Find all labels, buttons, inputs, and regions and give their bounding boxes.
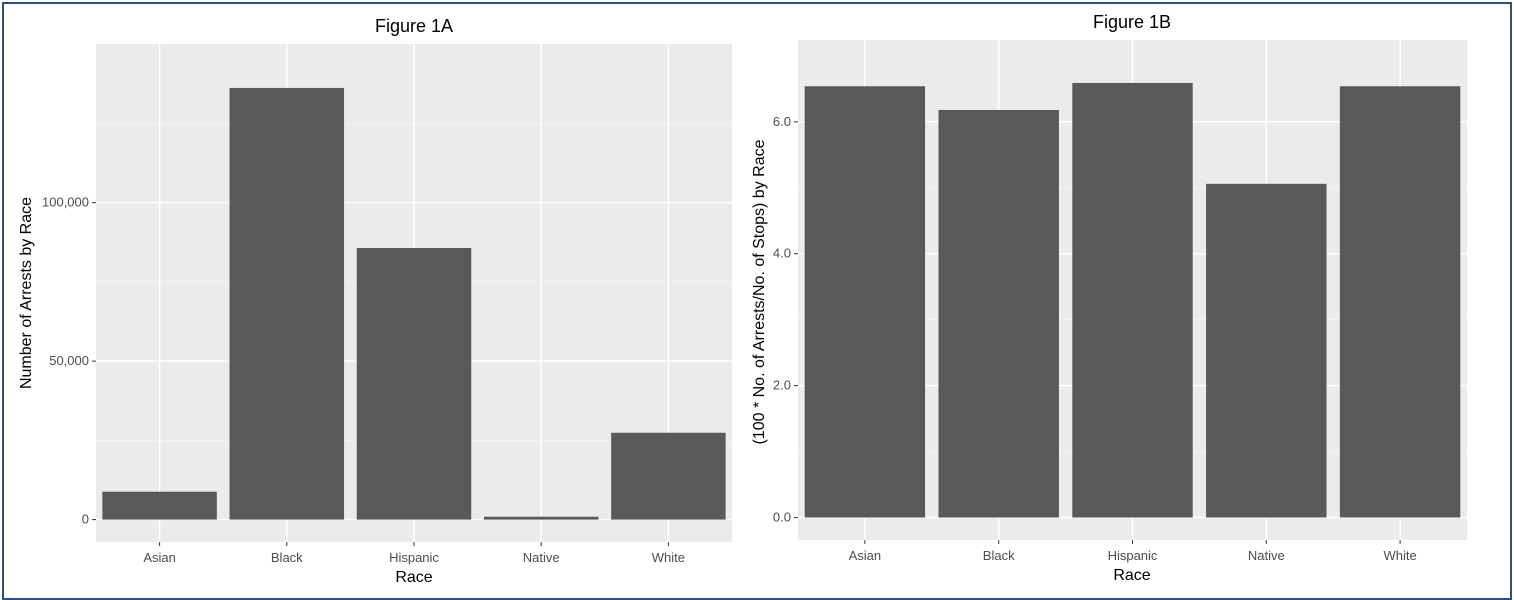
figure-1b-x-tick-label-asian: Asian xyxy=(849,548,882,563)
figure-1b-y-tick-label: 6.0 xyxy=(773,114,791,129)
figure-1b-bar-black xyxy=(938,110,1058,518)
figure-1b-bar-asian xyxy=(805,86,925,517)
figure-1a-bar-black xyxy=(230,88,344,520)
figure-1b-x-tick-label-white: White xyxy=(1383,548,1416,563)
figure-1b-bar-hispanic xyxy=(1072,83,1192,518)
figure-1b-y-tick-label: 4.0 xyxy=(773,246,791,261)
figure-1b-y-tick-label: 2.0 xyxy=(773,378,791,393)
figure-1b-bar-white xyxy=(1340,86,1460,517)
figure-1a-x-axis-title: Race xyxy=(395,569,432,586)
figure-1a-bar-native xyxy=(484,517,598,520)
figure-1a-bar-hispanic xyxy=(357,248,471,520)
figure-1b-title: Figure 1B xyxy=(1093,12,1171,32)
figure-1a-bar-asian xyxy=(102,492,216,520)
figure-1b-y-axis-title: (100 * No. of Arrests/No. of Stops) by R… xyxy=(751,139,768,444)
figure-1b-y-tick-label: 0.0 xyxy=(773,510,791,525)
figure-1b-x-axis-title: Race xyxy=(1113,567,1150,584)
figure-1a-plot: 0 50,000 100,000 Asian Black Hispanic Native Wh… xyxy=(42,44,732,565)
figure-1a-bar-white xyxy=(611,433,725,520)
figure-1a-x-tick-label-white: White xyxy=(652,550,685,565)
figure-1a-y-axis-title: Number of Arrests by Race xyxy=(18,197,35,389)
figure-1b-x-tick-label-black: Black xyxy=(983,548,1015,563)
figure-1a-y-tick-label: 100,000 xyxy=(42,195,89,210)
figure-1a-title: Figure 1A xyxy=(375,16,453,36)
figure-1a-x-tick-label-native: Native xyxy=(523,550,560,565)
figure-1b-x-tick-label-native: Native xyxy=(1248,548,1285,563)
figure-1b-bar-native xyxy=(1206,184,1326,518)
figure-1a-y-tick-label: 50,000 xyxy=(49,353,89,368)
figure-1a-x-tick-label-asian: Asian xyxy=(143,550,176,565)
figure-1b-x-tick-label-hispanic: Hispanic xyxy=(1108,548,1158,563)
figure-1a-x-tick-label-black: Black xyxy=(271,550,303,565)
figure-1b-plot: 0.0 2.0 4.0 6.0 Asian Black Hispanic Native Whit… xyxy=(773,40,1467,563)
figure-1a-y-tick-label: 0 xyxy=(82,512,89,527)
figure-1a-x-tick-label-hispanic: Hispanic xyxy=(389,550,439,565)
